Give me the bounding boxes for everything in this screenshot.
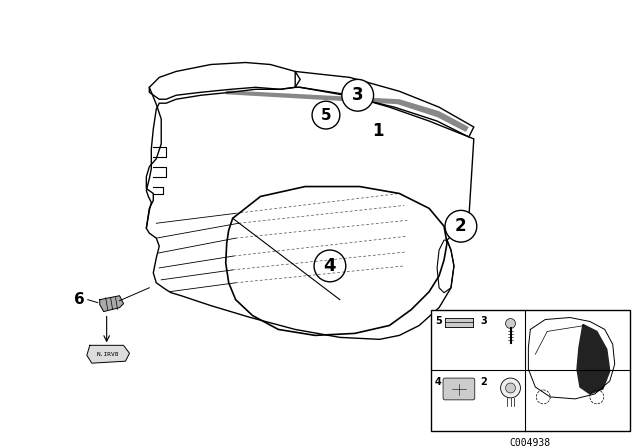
Circle shape bbox=[312, 101, 340, 129]
Text: 2: 2 bbox=[455, 217, 467, 235]
Text: C004938: C004938 bbox=[510, 438, 551, 448]
Text: 5: 5 bbox=[321, 108, 332, 123]
FancyBboxPatch shape bbox=[443, 378, 475, 400]
Text: N.IRV8: N.IRV8 bbox=[97, 352, 119, 357]
Circle shape bbox=[445, 211, 477, 242]
Text: 5: 5 bbox=[435, 316, 442, 327]
Circle shape bbox=[342, 79, 374, 111]
Circle shape bbox=[506, 319, 515, 328]
Text: 1: 1 bbox=[372, 122, 383, 140]
Bar bbox=[431, 310, 630, 431]
Bar bbox=[445, 318, 473, 327]
Polygon shape bbox=[100, 296, 124, 311]
Text: 4: 4 bbox=[435, 377, 442, 387]
Circle shape bbox=[500, 378, 520, 398]
Polygon shape bbox=[87, 345, 129, 363]
Text: 3: 3 bbox=[481, 316, 488, 327]
Polygon shape bbox=[577, 324, 610, 394]
Text: 4: 4 bbox=[324, 257, 336, 275]
Text: 3: 3 bbox=[352, 86, 364, 104]
Circle shape bbox=[314, 250, 346, 282]
Text: 6: 6 bbox=[74, 292, 85, 307]
Polygon shape bbox=[226, 90, 469, 132]
Circle shape bbox=[506, 383, 515, 393]
Text: 2: 2 bbox=[481, 377, 488, 387]
